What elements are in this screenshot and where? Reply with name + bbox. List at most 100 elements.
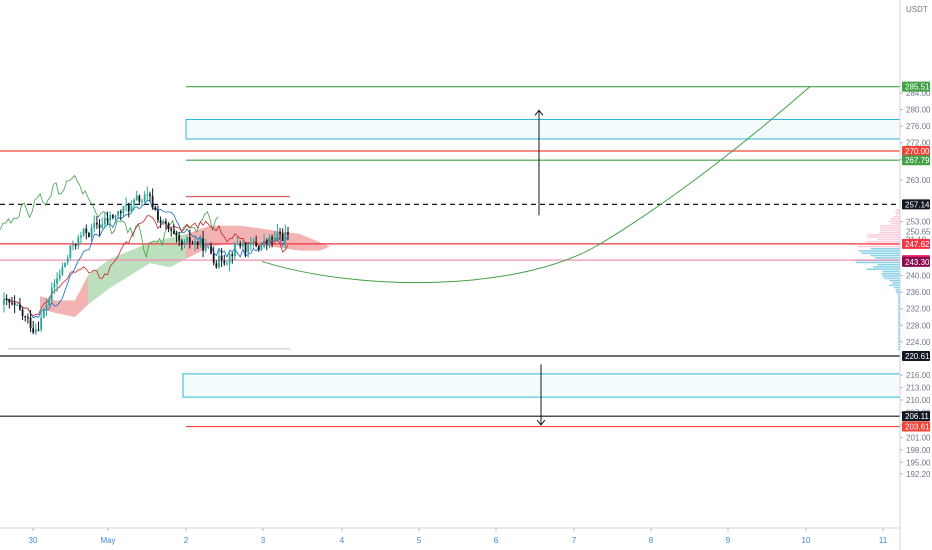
kijun-line	[3, 199, 289, 319]
candle-body	[56, 278, 58, 284]
candle-body	[106, 218, 109, 221]
price-tick-label: 192.20	[906, 470, 931, 479]
volume-bar	[898, 339, 900, 341]
volume-bar	[879, 225, 900, 227]
candle-body	[260, 246, 263, 251]
price-badge-label: 206.11	[905, 412, 929, 421]
volume-bar	[892, 282, 900, 284]
candle-body	[32, 328, 35, 333]
candle-body	[58, 274, 61, 279]
volume-bar	[865, 241, 900, 243]
candle-body	[61, 267, 64, 275]
volume-bar	[874, 257, 900, 259]
price-badge	[902, 421, 930, 432]
time-tick-label: 30	[29, 536, 38, 545]
volume-bar	[866, 268, 900, 271]
candle-body	[226, 263, 228, 265]
volume-bar	[893, 286, 900, 289]
price-badge-label: 247.62	[905, 240, 930, 249]
volume-bar	[898, 327, 900, 330]
time-tick-label: 6	[494, 536, 499, 545]
target-zone	[185, 118, 901, 140]
price-badge-label: 285.51	[905, 83, 930, 92]
price-axis[interactable]: USDT 192.20195.00198.00201.00204.00207.0…	[899, 0, 932, 550]
price-axis-background	[900, 0, 932, 550]
candle-body	[186, 237, 189, 242]
price-badge	[902, 238, 930, 249]
candle-body	[101, 224, 104, 228]
candle-body	[64, 262, 66, 268]
candle-body	[287, 232, 289, 235]
candle-body	[127, 205, 130, 212]
candle-body	[236, 243, 239, 245]
volume-bar	[898, 309, 900, 312]
price-badge-label: 220.61	[905, 352, 930, 361]
volume-bar	[898, 320, 900, 323]
candle-body	[141, 201, 143, 203]
volume-bar	[879, 229, 900, 232]
price-badge	[902, 411, 930, 422]
time-axis[interactable]: 30 May 2 3 4 5 6 7 8 9 10 11	[0, 527, 900, 545]
candle-body	[170, 228, 173, 231]
candle-body	[45, 304, 48, 309]
candle-body	[247, 244, 250, 253]
candle-body	[34, 329, 37, 333]
candle-body	[29, 317, 32, 329]
time-tick-label: May	[100, 536, 115, 545]
candle-body	[119, 211, 122, 214]
candle-body	[265, 240, 268, 243]
candle-body	[223, 260, 226, 264]
candle-body	[180, 240, 183, 245]
price-tick-label: 201.00	[906, 433, 931, 442]
candle-body	[257, 246, 260, 251]
candle-body	[276, 232, 279, 238]
candle-body	[98, 224, 101, 228]
price-badge-label: 203.61	[905, 423, 930, 432]
candle-body	[284, 232, 287, 241]
price-tick-label: 236.00	[906, 288, 931, 297]
candle-body	[244, 242, 247, 253]
volume-bar	[898, 346, 900, 348]
volume-bar	[857, 245, 900, 248]
candle-body	[135, 195, 138, 200]
candle-body	[165, 221, 167, 224]
volume-bar	[890, 222, 900, 225]
candle-body	[241, 242, 244, 247]
candle-body	[215, 263, 218, 268]
price-badge	[902, 199, 930, 210]
candle-body	[204, 246, 207, 251]
candle-body	[188, 237, 191, 243]
volume-bar	[870, 254, 900, 257]
candle-body	[228, 254, 231, 264]
price-tick-label: 284.00	[906, 89, 931, 98]
volume-bar	[898, 314, 900, 316]
volume-bar	[898, 316, 900, 319]
price-badge	[902, 146, 930, 157]
time-tick-label: 4	[340, 536, 345, 545]
candle-body	[3, 298, 5, 305]
price-tick-label: 228.00	[906, 321, 931, 330]
candle-body	[162, 221, 165, 224]
candle-body	[48, 300, 51, 305]
candle-body	[24, 316, 27, 318]
volume-bar	[891, 218, 900, 220]
volume-bar	[882, 270, 900, 273]
time-tick-label: 5	[417, 536, 422, 545]
price-tick-label: 240.00	[906, 272, 931, 281]
volume-bar	[898, 307, 900, 309]
price-badge-label: 270.00	[905, 147, 930, 156]
candle-body	[77, 237, 80, 246]
volume-bar	[898, 311, 900, 314]
volume-bar	[888, 220, 900, 223]
candle-body	[143, 194, 146, 202]
time-tick-label: 2	[184, 536, 189, 545]
candle-body	[111, 214, 114, 218]
volume-bar	[859, 250, 900, 252]
volume-bar	[898, 300, 900, 303]
candle-body	[26, 317, 29, 319]
volume-bar	[898, 330, 900, 332]
price-badge-label: 267.79	[905, 156, 930, 165]
